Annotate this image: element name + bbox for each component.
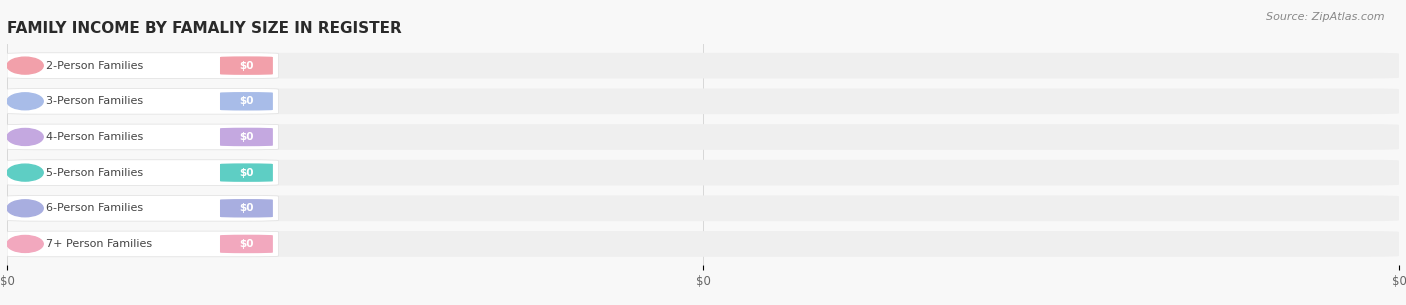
Text: $0: $0: [239, 61, 253, 71]
Ellipse shape: [7, 57, 44, 74]
Text: $0: $0: [239, 168, 253, 178]
FancyBboxPatch shape: [219, 199, 273, 217]
Text: $0: $0: [239, 132, 253, 142]
Text: 3-Person Families: 3-Person Families: [46, 96, 143, 106]
FancyBboxPatch shape: [7, 124, 1399, 150]
Text: $0: $0: [239, 96, 253, 106]
Ellipse shape: [7, 164, 44, 181]
Text: $0: $0: [239, 239, 253, 249]
Ellipse shape: [7, 235, 44, 253]
Text: Source: ZipAtlas.com: Source: ZipAtlas.com: [1267, 12, 1385, 22]
Ellipse shape: [7, 128, 44, 145]
FancyBboxPatch shape: [7, 88, 278, 114]
Text: 7+ Person Families: 7+ Person Families: [46, 239, 152, 249]
FancyBboxPatch shape: [7, 196, 278, 221]
FancyBboxPatch shape: [219, 92, 273, 110]
FancyBboxPatch shape: [219, 235, 273, 253]
FancyBboxPatch shape: [219, 56, 273, 75]
FancyBboxPatch shape: [7, 231, 278, 257]
Ellipse shape: [7, 93, 44, 110]
Text: $0: $0: [239, 203, 253, 213]
Text: 2-Person Families: 2-Person Families: [46, 61, 143, 71]
FancyBboxPatch shape: [7, 160, 278, 185]
FancyBboxPatch shape: [7, 53, 1399, 78]
Ellipse shape: [7, 200, 44, 217]
FancyBboxPatch shape: [7, 231, 1399, 257]
Text: 5-Person Families: 5-Person Families: [46, 168, 143, 178]
FancyBboxPatch shape: [7, 88, 1399, 114]
FancyBboxPatch shape: [219, 128, 273, 146]
FancyBboxPatch shape: [7, 124, 278, 150]
Text: 6-Person Families: 6-Person Families: [46, 203, 143, 213]
Text: 4-Person Families: 4-Person Families: [46, 132, 143, 142]
FancyBboxPatch shape: [7, 160, 1399, 185]
FancyBboxPatch shape: [7, 53, 278, 78]
FancyBboxPatch shape: [7, 196, 1399, 221]
FancyBboxPatch shape: [219, 163, 273, 182]
Text: FAMILY INCOME BY FAMALIY SIZE IN REGISTER: FAMILY INCOME BY FAMALIY SIZE IN REGISTE…: [7, 21, 402, 36]
